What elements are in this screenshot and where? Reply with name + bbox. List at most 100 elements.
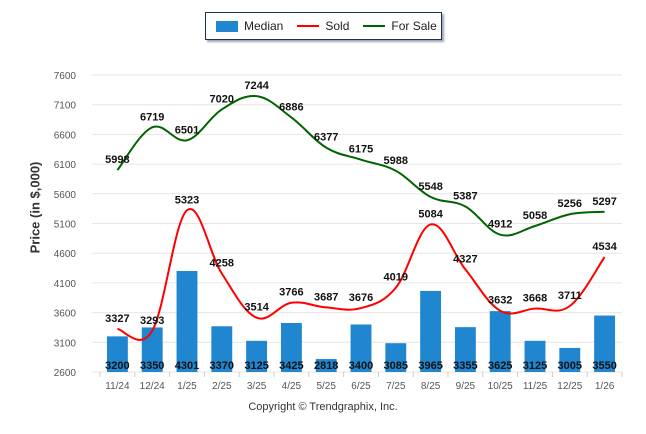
x-tick-label: 2/25	[212, 381, 232, 392]
median-bar	[106, 336, 128, 372]
median-bar	[594, 315, 616, 372]
sold-data-label: 4327	[453, 253, 477, 265]
for-sale-line-icon	[363, 25, 386, 27]
sold-data-label: 3711	[558, 290, 582, 302]
y-tick-label: 5100	[54, 220, 77, 231]
median-bar	[211, 326, 233, 372]
y-tick-label: 6100	[54, 160, 77, 171]
x-tick-label: 1/25	[177, 381, 197, 392]
median-bar	[489, 311, 511, 372]
copyright-text: Copyright © Trendgraphix, Inc.	[248, 401, 398, 413]
legend: Median Sold For Sale	[205, 12, 442, 40]
median-data-label: 3625	[488, 360, 512, 372]
sold-data-label: 3676	[349, 292, 373, 304]
for-sale-data-label: 5058	[523, 210, 547, 222]
for-sale-data-label: 6175	[349, 144, 373, 156]
for-sale-data-label: 5387	[453, 190, 477, 202]
sold-line-icon	[297, 25, 320, 27]
median-data-label: 3425	[279, 360, 303, 372]
y-tick-label: 4600	[54, 249, 77, 260]
for-sale-data-label: 6501	[175, 124, 199, 136]
for-sale-data-label: 7244	[244, 80, 269, 92]
median-data-label: 3085	[384, 360, 408, 372]
median-bars	[106, 270, 616, 372]
y-tick-label: 7100	[54, 101, 77, 112]
sold-data-label: 5323	[175, 194, 199, 206]
for-sale-data-label: 5998	[105, 154, 129, 166]
sold-data-label: 4258	[210, 258, 234, 270]
median-data-label: 3005	[558, 360, 582, 372]
sold-data-label: 3293	[140, 315, 164, 327]
x-tick-label: 11/25	[523, 381, 548, 392]
sold-data-label: 4534	[592, 241, 617, 253]
x-tick-label: 1/26	[595, 381, 615, 392]
for-sale-data-label: 6377	[314, 132, 338, 144]
median-data-label: 3125	[244, 360, 268, 372]
sold-data-label: 4019	[384, 272, 408, 284]
median-bar	[315, 359, 337, 372]
data-labels: 3200 3350 4301 3370 3125 3425 2818 3400 3085 3965…	[105, 80, 618, 372]
median-bar	[350, 324, 372, 372]
sold-data-label: 3766	[279, 287, 303, 299]
median-data-label: 3355	[453, 360, 477, 372]
legend-label-median: Median	[244, 19, 284, 33]
for-sale-data-label: 5297	[592, 196, 616, 208]
y-tick-label: 6600	[54, 130, 77, 141]
x-tick-label: 7/25	[386, 381, 406, 392]
y-axis-label: Price (in $,000)	[27, 161, 43, 254]
y-tick-label: 3600	[54, 309, 77, 320]
sold-line	[117, 207, 606, 341]
median-bar	[454, 327, 476, 372]
median-swatch-icon	[216, 20, 238, 32]
legend-label-for-sale: For Sale	[391, 19, 437, 33]
x-tick-label: 12/25	[557, 381, 582, 392]
median-data-label: 3370	[210, 360, 234, 372]
x-tick-label: 11/24	[105, 381, 130, 392]
y-tick-label: 7600	[54, 71, 77, 82]
median-bar	[420, 290, 442, 372]
y-tick-label: 2600	[54, 368, 77, 379]
x-tick-label: 3/25	[247, 381, 267, 392]
for-sale-data-label: 7020	[210, 93, 234, 105]
median-data-label: 2818	[314, 360, 338, 372]
legend-label-sold: Sold	[325, 19, 350, 33]
median-data-label: 3550	[592, 360, 616, 372]
median-bar	[385, 343, 407, 372]
median-data-label: 3965	[418, 360, 442, 372]
median-bar	[559, 347, 581, 372]
legend-item-median[interactable]: Median	[216, 19, 283, 33]
sold-data-label: 3687	[314, 291, 338, 303]
median-data-label: 3350	[140, 360, 164, 372]
x-tick-label: 4/25	[282, 381, 302, 392]
for-sale-data-label: 5988	[384, 155, 408, 167]
for-sale-data-label: 4912	[488, 219, 512, 231]
for-sale-data-label: 5548	[418, 181, 442, 193]
y-tick-labels: 2600 3100 3600 4100 4600 5100 5600 6100 6600 7100…	[54, 71, 77, 379]
median-bar	[246, 340, 268, 372]
for-sale-data-label: 5256	[558, 198, 582, 210]
median-data-label: 4301	[175, 360, 199, 372]
for-sale-data-label: 6886	[279, 101, 303, 113]
for-sale-data-label: 6719	[140, 111, 164, 123]
legend-item-sold[interactable]: Sold	[297, 19, 349, 33]
x-tick-labels: 11/24 12/24 1/25 2/25 3/25 4/25 5/25 6/25 7/25 8/…	[99, 372, 623, 392]
y-tick-label: 3100	[54, 338, 77, 349]
median-bar	[141, 327, 163, 372]
x-tick-label: 12/24	[140, 381, 165, 392]
sold-data-label: 3668	[523, 293, 547, 305]
sold-data-label: 3632	[488, 295, 512, 307]
for-sale-line	[116, 94, 605, 237]
y-tick-label: 5600	[54, 190, 77, 201]
median-bar	[524, 340, 546, 372]
y-tick-label: 4100	[54, 279, 77, 290]
trend-lines	[116, 94, 606, 341]
x-tick-label: 9/25	[456, 381, 476, 392]
median-data-label: 3400	[349, 360, 373, 372]
x-tick-label: 6/25	[351, 381, 371, 392]
legend-item-for-sale[interactable]: For Sale	[363, 19, 437, 33]
median-bar	[176, 270, 198, 372]
median-data-label: 3200	[105, 360, 129, 372]
sold-data-label: 3514	[244, 302, 269, 314]
sold-data-label: 5084	[418, 208, 443, 220]
